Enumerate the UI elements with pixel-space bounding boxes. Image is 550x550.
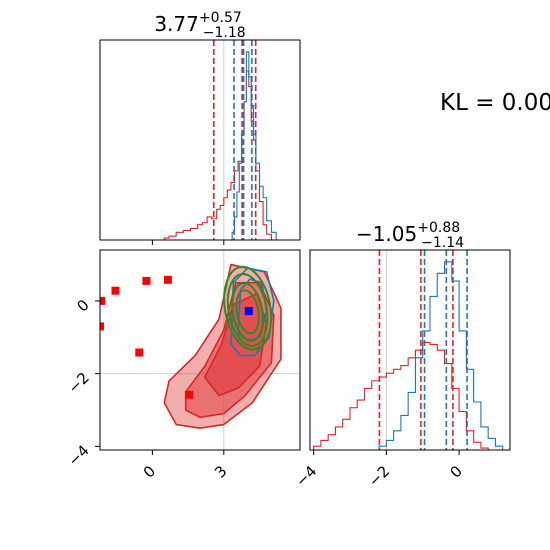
bl-green-ellipses — [223, 265, 273, 351]
bl-xtick-label-0: 0 — [140, 462, 159, 481]
red-square-marker-0 — [100, 322, 104, 331]
green-ellipse-3 — [235, 289, 260, 335]
br-ticks: −4 −2 0 — [292, 450, 466, 490]
br-title: −1.05+0.88 −1.14 — [356, 220, 464, 251]
bl-ytick-label-1: −2 — [64, 369, 92, 397]
red-square-marker-3 — [135, 348, 144, 357]
red-square-marker-2 — [111, 286, 120, 295]
tl-tick-marks — [151, 240, 225, 245]
bl-ytick-label-2: −4 — [64, 441, 92, 469]
bl-axes-frame — [99, 249, 301, 451]
panel-top-left-histogram: 3.77+0.57 −1.18 — [99, 10, 301, 245]
green-ellipse-2 — [231, 282, 265, 342]
br-xtick-label-0: −4 — [292, 462, 320, 490]
panel-bottom-right-histogram: −4 −2 0 −1.05+0.88 −1.14 — [292, 220, 511, 490]
red-square-marker-5 — [163, 275, 172, 284]
br-xtick-label-1: −2 — [365, 462, 393, 490]
green-ellipse-0 — [223, 265, 273, 351]
red-square-marker-6 — [185, 390, 194, 399]
bl-markers — [100, 275, 253, 399]
tl-title: 3.77+0.57 −1.18 — [154, 10, 245, 41]
red-square-marker-4 — [142, 276, 151, 285]
histogram-red — [310, 341, 489, 451]
histogram-blue — [371, 261, 504, 451]
green-ellipse-1 — [226, 273, 269, 347]
kl-annotation: KL = 0.00 — [440, 90, 550, 116]
bl-ytick-label-0: 0 — [73, 296, 92, 315]
tl-axes-frame — [99, 39, 301, 241]
blue-contour-0 — [230, 267, 275, 357]
bl-xtick-label-1: 3 — [211, 462, 230, 481]
br-histogram-series — [310, 261, 504, 451]
panel-bottom-left-2d: 0 3 0 −2 −4 — [64, 249, 301, 482]
br-axes-frame — [309, 249, 511, 451]
histogram-blue — [228, 51, 277, 241]
tl-histogram-series — [152, 51, 277, 241]
red-square-marker-1 — [100, 296, 106, 305]
bl-red-contours — [163, 263, 282, 429]
br-xtick-label-2: 0 — [446, 462, 465, 481]
blue-square-marker — [244, 307, 253, 316]
